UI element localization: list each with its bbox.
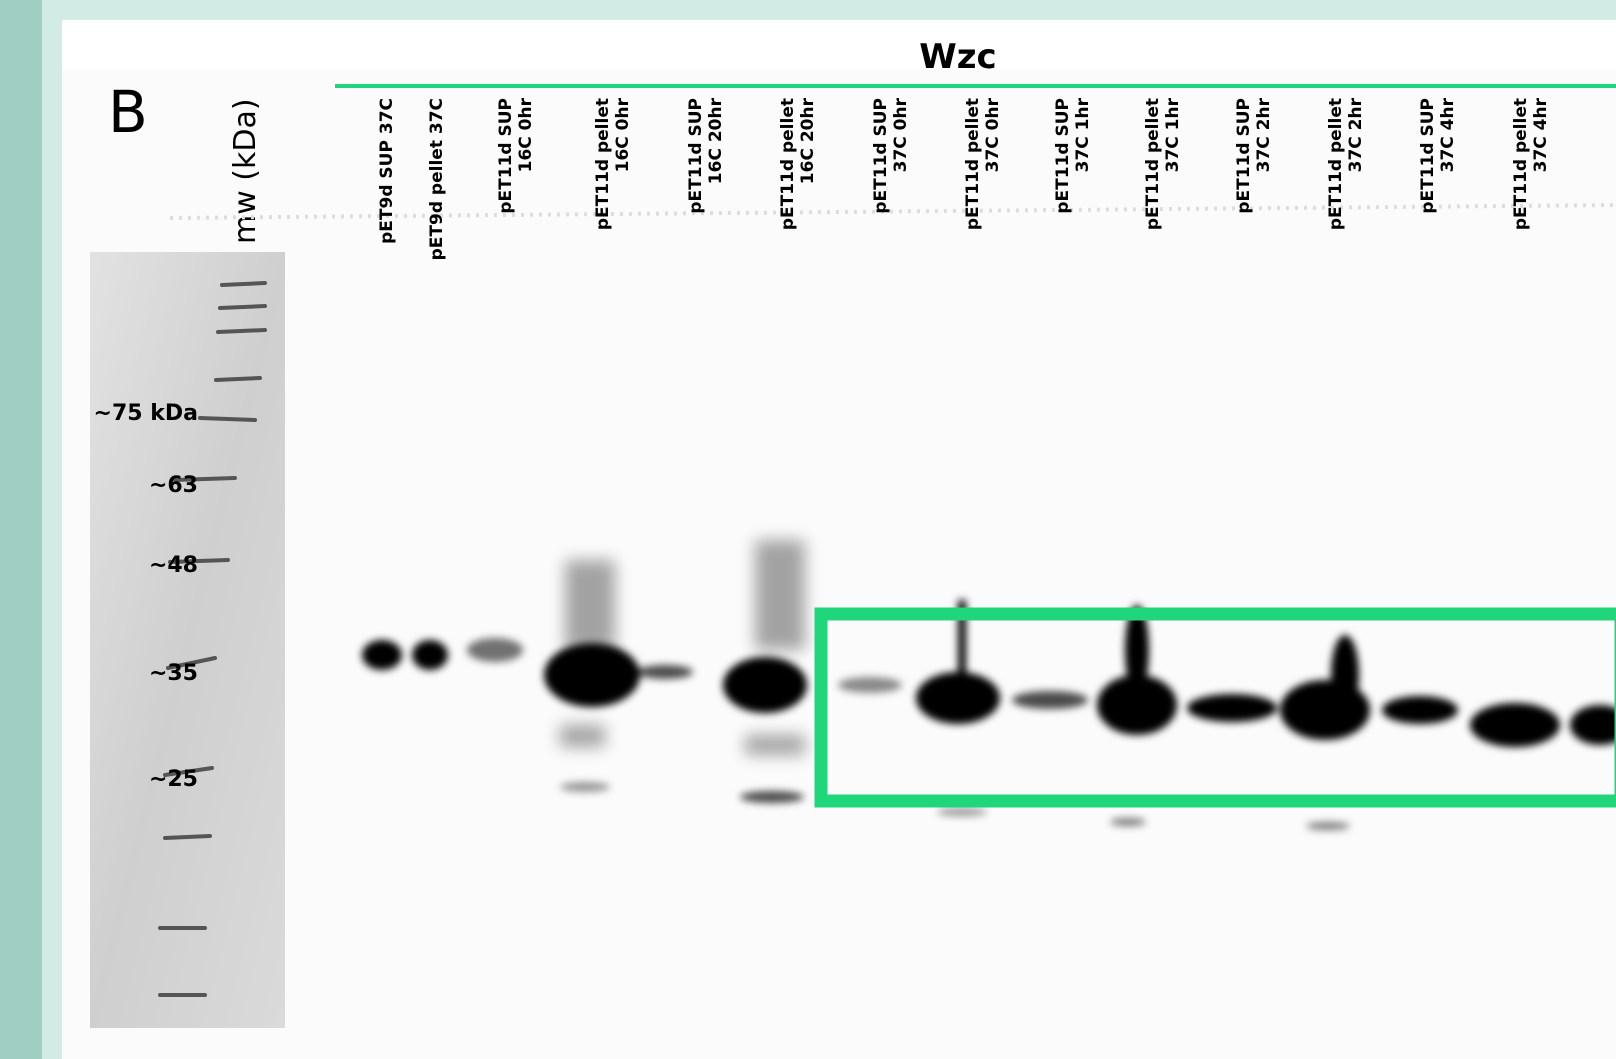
lane-label: pET9d SUP 37C xyxy=(377,98,397,244)
lane-label: pET11d pellet xyxy=(1326,98,1346,230)
lane-label: pET11d SUP xyxy=(686,98,706,214)
lane-label: 16C 0hr xyxy=(516,97,536,172)
lane-label: 37C 2hr xyxy=(1346,97,1366,172)
lane-label: pET11d pellet xyxy=(963,98,983,230)
marker-label: ~25 xyxy=(149,767,198,792)
panel-letter: B xyxy=(108,78,148,146)
lane-label: pET9d pellet 37C xyxy=(427,98,447,260)
figure: Wzc B mw (kDa) ~75 kDa ~63 ~48 ~35 ~25 pET9d… xyxy=(0,0,1616,1059)
lane-label: pET11d SUP xyxy=(1234,98,1254,214)
lane-label: 16C 20hr xyxy=(798,97,818,184)
ladder-strip xyxy=(90,252,285,1028)
lane-label: pET11d SUP xyxy=(1418,98,1438,214)
page: Wzc western blot html, body { margin: 0;… xyxy=(0,0,1616,1059)
side-strip xyxy=(0,0,42,1059)
mw-label: mw (kDa) xyxy=(228,98,263,244)
lane-label: pET11d SUP xyxy=(871,98,891,214)
gel xyxy=(62,70,1616,1059)
lane-label: 37C 4hr xyxy=(1531,97,1551,172)
lane-label: pET11d SUP xyxy=(1053,98,1073,214)
lane-label: 16C 0hr xyxy=(613,97,633,172)
lane-label: pET11d pellet xyxy=(593,98,613,230)
marker-label: ~48 xyxy=(149,553,198,578)
title: Wzc xyxy=(919,37,996,77)
lane-label: 37C 0hr xyxy=(891,97,911,172)
body: {"panel_letter": "B", "mw_label": "mw (k… xyxy=(0,0,1616,1059)
lane-label: pET11d SUP xyxy=(496,98,516,214)
lane-label: pET11d pellet xyxy=(1143,98,1163,230)
lane-label: 37C 2hr xyxy=(1254,97,1274,172)
lane-label: 37C 1hr xyxy=(1163,97,1183,172)
lane-label: 37C 1hr xyxy=(1073,97,1093,172)
lane-label: 37C 0hr xyxy=(983,97,1003,172)
marker-label: ~63 xyxy=(149,473,198,498)
lane-label: 37C 4hr xyxy=(1438,97,1458,172)
lane-label: 16C 20hr xyxy=(706,97,726,184)
lane-label: pET11d pellet xyxy=(778,98,798,230)
lane-label: pET11d pellet xyxy=(1511,98,1531,230)
marker-label: ~35 xyxy=(149,661,198,686)
marker-label: ~75 kDa xyxy=(94,401,198,426)
